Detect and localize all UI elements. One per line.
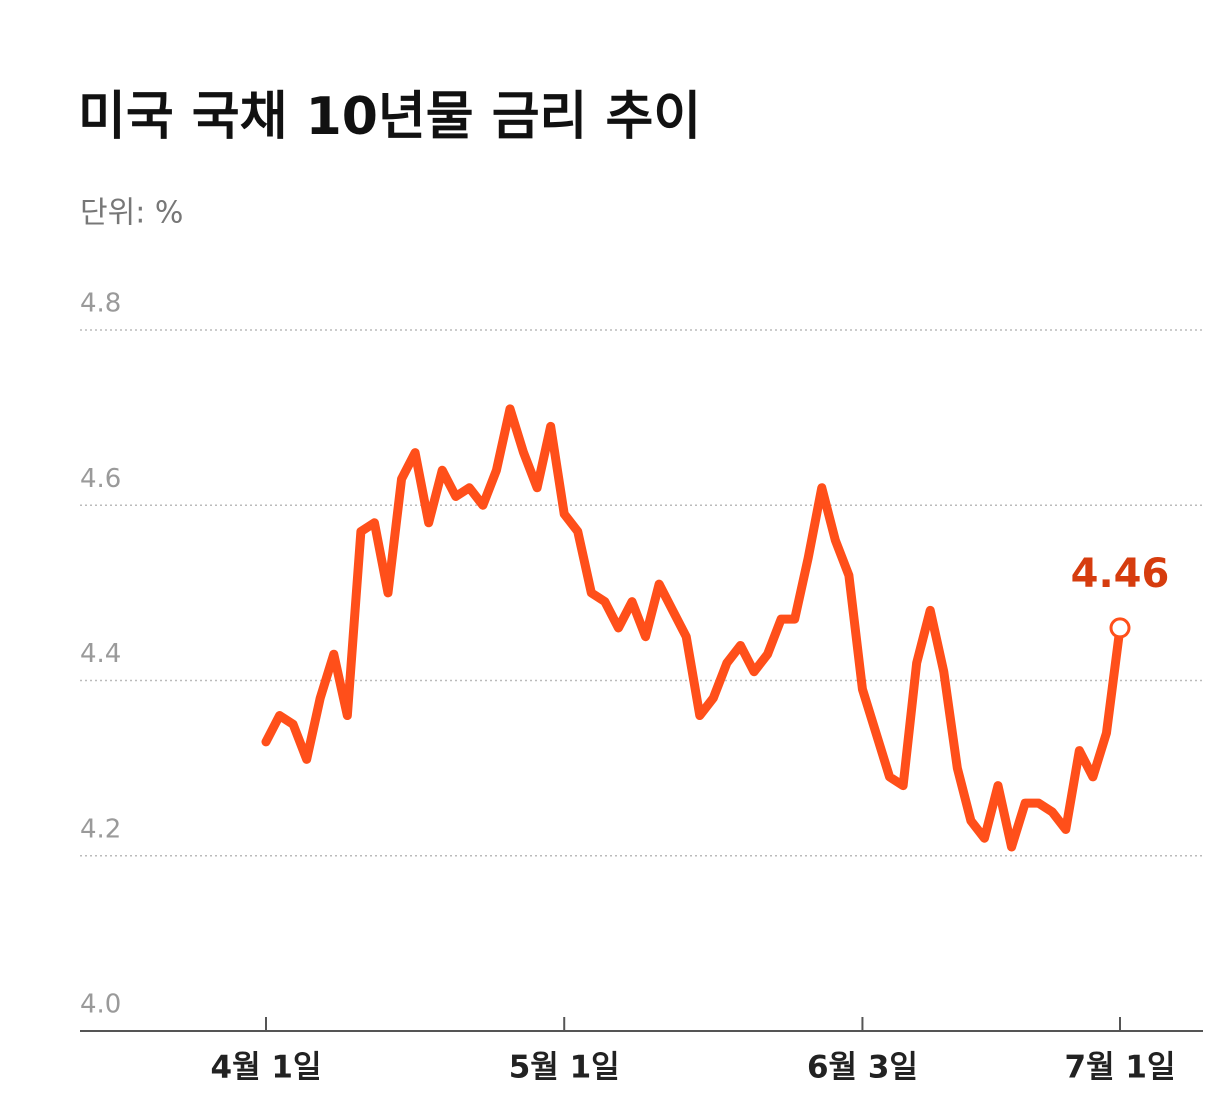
y-tick-label: 4.6 — [80, 464, 121, 494]
x-tick-label: 7월 1일 — [1065, 1050, 1176, 1086]
line — [261, 404, 1125, 852]
value-label: 4.46 — [1071, 551, 1170, 597]
x-tick-label: 5월 1일 — [509, 1050, 620, 1086]
end-point — [1109, 617, 1131, 639]
x-tick-label: 6월 3일 — [807, 1050, 918, 1086]
chart-title: 미국 국채 10년물 금리 추이 — [78, 87, 701, 147]
y-tick-label: 4.0 — [80, 990, 121, 1020]
chart-subtitle: 단위: % — [80, 196, 183, 231]
y-tick-label: 4.8 — [80, 289, 121, 319]
x-tick-label: 4월 1일 — [211, 1050, 322, 1086]
y-tick-label: 4.2 — [80, 814, 121, 844]
y-tick-label: 4.4 — [80, 639, 121, 669]
